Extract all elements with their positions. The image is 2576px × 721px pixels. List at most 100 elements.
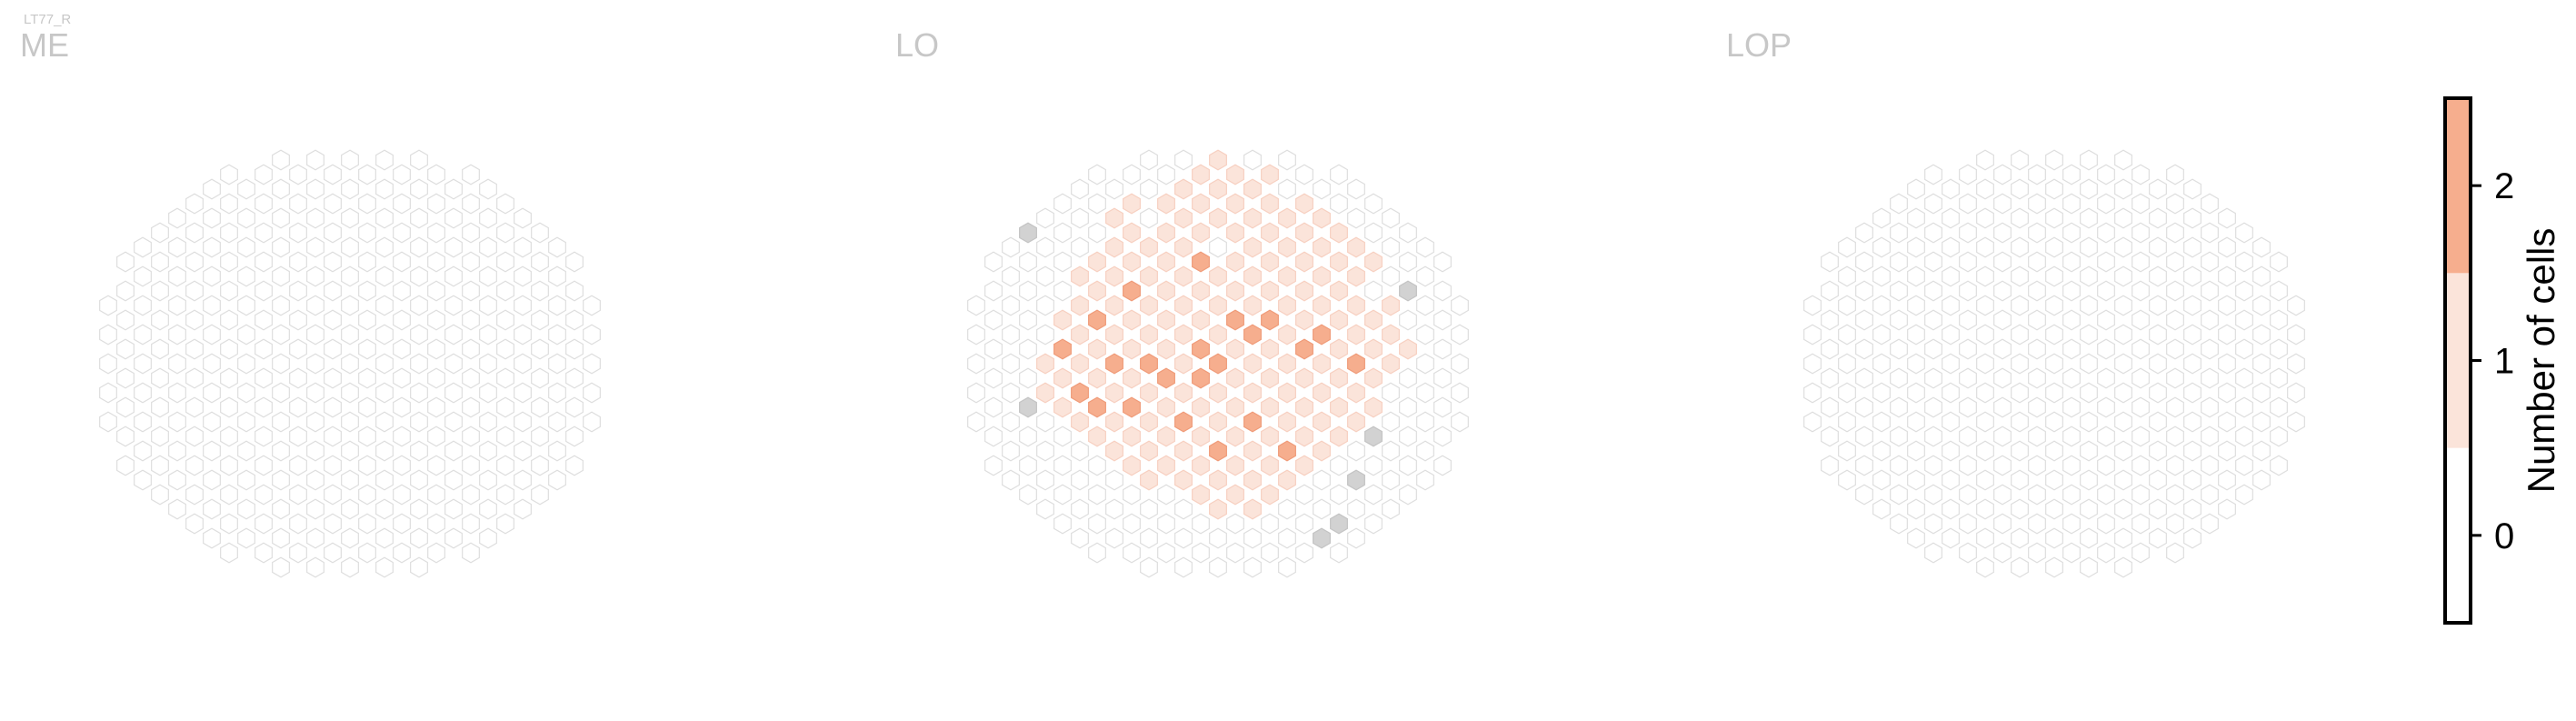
hexagon-count-2	[1243, 324, 1262, 345]
hexagon-empty	[2235, 484, 2253, 506]
hexagon-empty	[1278, 527, 1296, 549]
hexagon-empty	[272, 469, 290, 491]
hexagon-empty	[2235, 338, 2253, 360]
hexagon-empty	[2114, 498, 2132, 520]
hexagon-empty	[531, 367, 549, 389]
hexagon-empty	[393, 193, 411, 215]
hexagon-empty	[1036, 236, 1054, 258]
hexagon-empty	[1226, 513, 1244, 535]
hexagon-empty	[2062, 280, 2081, 302]
hexagon-empty	[2235, 367, 2253, 389]
hexagon-empty	[2062, 309, 2081, 331]
hexagon-empty	[565, 455, 584, 476]
hexagon-empty	[2252, 265, 2271, 287]
hexagon-empty	[1019, 309, 1037, 331]
hexagon-empty	[548, 236, 566, 258]
hexagon-empty	[444, 382, 463, 404]
hexagon-empty	[272, 149, 290, 171]
hexagon-empty	[255, 309, 273, 331]
hexagon-empty	[2270, 251, 2288, 273]
me-panel: ME	[20, 26, 601, 578]
hexagon-empty	[1192, 542, 1210, 564]
hexagon-empty	[1123, 164, 1141, 185]
hexagon-empty	[306, 149, 324, 171]
hexagon-empty	[1890, 426, 1908, 447]
hexagon-empty	[2011, 382, 2029, 404]
hexagon-empty	[984, 367, 1003, 389]
hexagon-empty	[1959, 164, 1977, 185]
hexagon-empty	[2011, 527, 2029, 549]
hexagon-empty	[1364, 280, 1383, 302]
hexagon-empty	[2011, 295, 2029, 316]
hexagon-empty	[272, 527, 290, 549]
hexagon-empty	[2080, 149, 2098, 171]
hexagon-empty	[2166, 193, 2184, 215]
hexagon-empty	[341, 236, 359, 258]
hexagon-empty	[462, 164, 480, 185]
hexagon-empty	[203, 498, 221, 520]
hexagon-empty	[341, 149, 359, 171]
hexagon-empty	[2270, 396, 2288, 418]
hexagon-empty	[1993, 280, 2012, 302]
hexagon-empty	[967, 353, 985, 375]
hexagon-empty	[1959, 309, 1977, 331]
hexagon-empty	[1838, 469, 1856, 491]
hexagon-empty	[1976, 382, 1994, 404]
hexagon-empty	[1382, 382, 1400, 404]
hexagon-empty	[2218, 411, 2236, 433]
hexagon-count-1	[1157, 222, 1175, 244]
hexagon-empty	[393, 309, 411, 331]
hexagon-empty	[393, 396, 411, 418]
hexagon-empty	[514, 265, 532, 287]
hexagon-empty	[220, 542, 238, 564]
hexagon-empty	[185, 455, 204, 476]
hexagon-empty	[410, 498, 428, 520]
hexagon-empty	[2218, 469, 2236, 491]
hexagon-empty	[427, 280, 445, 302]
hexagon-empty	[1976, 527, 1994, 549]
hexagon-empty	[2166, 396, 2184, 418]
hexagon-empty	[255, 367, 273, 389]
hexagon-empty	[1330, 542, 1348, 564]
hexagon-empty	[2149, 382, 2167, 404]
hexagon-empty	[2097, 251, 2115, 273]
hexagon-empty	[531, 455, 549, 476]
hexagon-empty	[1002, 295, 1020, 316]
hexagon-empty	[1855, 280, 1873, 302]
hexagon-empty	[1993, 513, 2012, 535]
hexagon-empty	[1399, 309, 1417, 331]
hexagon-empty	[341, 498, 359, 520]
hexagon-empty	[2201, 513, 2219, 535]
hexagon-empty	[444, 236, 463, 258]
hexagon-empty	[1382, 411, 1400, 433]
hexagon-empty	[2183, 178, 2202, 200]
hexagon-empty	[565, 309, 584, 331]
hexagon-empty	[1330, 193, 1348, 215]
hexagon-empty	[514, 207, 532, 229]
hexagon-empty	[237, 265, 255, 287]
hexagon-empty	[306, 498, 324, 520]
hexagon-empty	[2252, 295, 2271, 316]
hexagon-empty	[1347, 207, 1365, 229]
hexagon-empty	[1993, 542, 2012, 564]
hexagon-empty	[2132, 164, 2150, 185]
hexagon-empty	[2166, 222, 2184, 244]
hexagon-empty	[410, 382, 428, 404]
hexagon-empty	[496, 338, 514, 360]
hexagon-empty	[289, 309, 307, 331]
hexagon-empty	[1907, 440, 1925, 462]
hexagon-empty	[306, 295, 324, 316]
hexagon-empty	[1261, 542, 1279, 564]
hexagon-empty	[220, 280, 238, 302]
hexagon-empty	[306, 469, 324, 491]
hexagon-count-1	[1295, 396, 1313, 418]
hexagon-empty	[514, 353, 532, 375]
hexagon-empty	[289, 426, 307, 447]
hexagon-empty	[410, 207, 428, 229]
hexagon-empty	[1071, 498, 1089, 520]
hexagon-empty	[1416, 469, 1434, 491]
hexagon-empty	[1088, 455, 1106, 476]
hexagon-empty	[2235, 251, 2253, 273]
hexagon-empty	[289, 455, 307, 476]
hexagon-empty	[1053, 426, 1072, 447]
